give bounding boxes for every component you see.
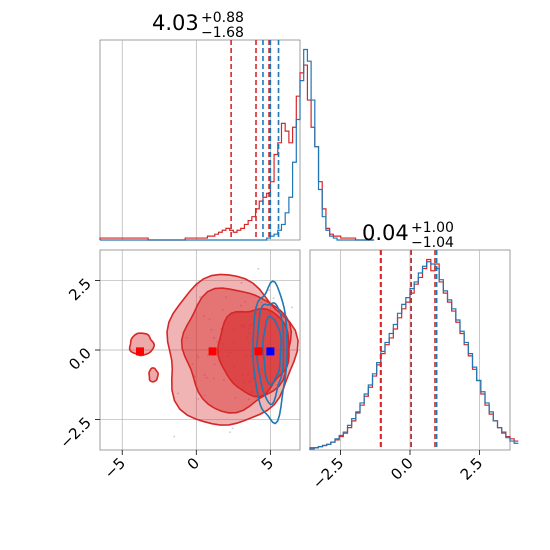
quantile-lines <box>379 250 438 450</box>
scatter-point <box>205 376 208 379</box>
marker-red <box>254 347 263 356</box>
scatter-point <box>240 282 243 284</box>
x-tick-label: −2.5 <box>309 454 347 492</box>
panel-title-minus: −1.68 <box>201 25 244 41</box>
contour-panel: −5 0 5 −2.5 0.0 2.5 <box>56 249 301 482</box>
marker-blue <box>266 347 275 356</box>
scatter-point <box>225 296 227 299</box>
scatter-point <box>196 284 199 287</box>
scatter-point <box>234 396 237 399</box>
scatter-point <box>214 363 216 366</box>
contour-red-island <box>148 367 159 383</box>
contour-red-island <box>128 332 155 357</box>
panel-title-value: 0.04 <box>362 221 409 245</box>
scatter-point <box>197 397 200 400</box>
panel-grid <box>121 40 271 240</box>
scatter-point <box>268 289 271 292</box>
x-tick-label: 5 <box>258 454 277 473</box>
scatter-point <box>202 314 205 317</box>
scatter-point <box>228 431 231 434</box>
marker-red <box>136 347 144 356</box>
scatter-point <box>216 341 219 344</box>
quantile-lines <box>230 40 280 240</box>
scatter-point <box>193 375 196 378</box>
histogram-blue <box>100 48 375 241</box>
x-tick-labels: −5 0 5 <box>101 450 277 482</box>
x-tick-label: 2.5 <box>457 454 487 484</box>
y-tick-labels: −2.5 0.0 2.5 <box>56 275 100 452</box>
y-tick-label: 0.0 <box>65 344 95 374</box>
scatter-point <box>247 398 250 401</box>
scatter-point <box>206 354 209 357</box>
scatter-point <box>203 394 206 397</box>
panel-title-plus: +1.00 <box>411 220 454 236</box>
truth-markers <box>136 347 275 356</box>
scatter-point <box>272 297 275 300</box>
x-tick-label: −5 <box>101 454 129 482</box>
contour-levels <box>128 273 299 426</box>
panel-title-plus: +0.88 <box>201 10 244 26</box>
scatter-point <box>197 356 200 359</box>
histogram-blue <box>309 261 519 450</box>
scatter-point <box>240 304 242 307</box>
scatter-point <box>222 378 225 381</box>
x-tick-labels: −2.5 0.0 2.5 <box>309 450 486 493</box>
scatter-point <box>212 377 215 380</box>
histogram-series <box>99 48 375 241</box>
scatter-point <box>196 354 199 357</box>
histogram-panel-param1: 4.03 +0.88 −1.68 <box>99 10 375 241</box>
y-tick-label: 2.5 <box>65 275 95 305</box>
marker-red <box>208 347 217 356</box>
scatter-point <box>177 392 179 395</box>
panel-title-minus: −1.04 <box>411 235 454 251</box>
scatter-point <box>210 328 213 331</box>
scatter-point <box>260 301 263 304</box>
histogram-series <box>309 258 519 450</box>
histogram-panel-param2: −2.5 0.0 2.5 0.04 +1.00 −1.04 <box>309 220 519 493</box>
scatter-point <box>213 336 216 339</box>
panel-title-value: 4.03 <box>152 11 199 35</box>
scatter-point <box>221 308 224 311</box>
scatter-point <box>244 300 246 303</box>
histogram-red <box>99 64 375 241</box>
x-tick-label: 0 <box>184 454 203 473</box>
scatter-point <box>208 318 211 321</box>
contour-blue-level <box>252 280 288 425</box>
contour-blue-level <box>261 315 282 386</box>
panel-grid <box>340 250 480 450</box>
scatter-point <box>203 374 206 377</box>
scatter-point <box>191 362 194 365</box>
scatter-point <box>257 267 260 270</box>
scatter-point <box>231 427 234 430</box>
y-tick-label: −2.5 <box>56 414 94 452</box>
scatter-point <box>173 435 176 438</box>
scatter-point <box>186 336 188 339</box>
scatter-point <box>199 296 201 299</box>
x-tick-label: 0.0 <box>387 454 417 484</box>
scatter-point <box>291 306 293 309</box>
